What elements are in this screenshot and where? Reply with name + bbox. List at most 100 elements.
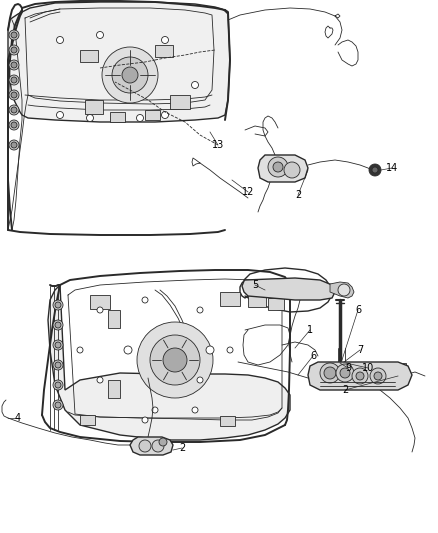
Circle shape xyxy=(320,363,340,383)
Bar xyxy=(108,380,120,398)
Bar xyxy=(80,50,98,62)
Circle shape xyxy=(53,400,63,410)
Circle shape xyxy=(53,360,63,370)
Circle shape xyxy=(55,342,61,348)
Polygon shape xyxy=(242,278,335,300)
Circle shape xyxy=(162,111,169,118)
Polygon shape xyxy=(130,437,173,455)
Circle shape xyxy=(97,377,103,383)
Circle shape xyxy=(11,107,17,113)
Circle shape xyxy=(340,368,350,378)
Circle shape xyxy=(9,105,19,115)
Bar xyxy=(248,295,266,307)
Bar xyxy=(90,295,110,309)
Circle shape xyxy=(372,167,378,173)
Polygon shape xyxy=(258,155,308,182)
Circle shape xyxy=(197,307,203,313)
Text: 1: 1 xyxy=(307,325,313,335)
Circle shape xyxy=(124,346,132,354)
Text: 13: 13 xyxy=(212,140,224,150)
Polygon shape xyxy=(308,362,412,390)
Circle shape xyxy=(9,120,19,130)
Circle shape xyxy=(197,377,203,383)
Circle shape xyxy=(11,32,17,38)
Circle shape xyxy=(9,60,19,70)
Circle shape xyxy=(86,115,93,122)
Polygon shape xyxy=(8,2,230,122)
Text: 6: 6 xyxy=(355,305,361,315)
Bar xyxy=(155,45,173,57)
Circle shape xyxy=(273,162,283,172)
Circle shape xyxy=(122,67,138,83)
Text: 2: 2 xyxy=(179,443,185,453)
Circle shape xyxy=(163,348,187,372)
Circle shape xyxy=(97,307,103,313)
Circle shape xyxy=(9,30,19,40)
Circle shape xyxy=(57,111,64,118)
Circle shape xyxy=(162,36,169,44)
Text: 9: 9 xyxy=(345,363,351,373)
Circle shape xyxy=(192,407,198,413)
Circle shape xyxy=(227,347,233,353)
Bar xyxy=(170,95,190,109)
Circle shape xyxy=(159,438,167,446)
Bar xyxy=(268,298,284,310)
Circle shape xyxy=(142,417,148,423)
Circle shape xyxy=(356,372,364,380)
Bar xyxy=(318,363,406,375)
Circle shape xyxy=(96,31,103,38)
Circle shape xyxy=(152,407,158,413)
Text: 6: 6 xyxy=(310,351,316,361)
Circle shape xyxy=(77,347,83,353)
Bar xyxy=(145,110,160,120)
Circle shape xyxy=(53,340,63,350)
Circle shape xyxy=(370,368,386,384)
Circle shape xyxy=(55,402,61,408)
Circle shape xyxy=(142,297,148,303)
Circle shape xyxy=(137,322,213,398)
Circle shape xyxy=(11,77,17,83)
Text: 2: 2 xyxy=(295,190,301,200)
Circle shape xyxy=(11,142,17,148)
Text: 12: 12 xyxy=(242,187,254,197)
Bar xyxy=(110,112,125,122)
Circle shape xyxy=(102,47,158,103)
Circle shape xyxy=(324,367,336,379)
Text: 14: 14 xyxy=(386,163,398,173)
Circle shape xyxy=(150,335,200,385)
Text: 10: 10 xyxy=(362,363,374,373)
Circle shape xyxy=(11,92,17,98)
Polygon shape xyxy=(115,78,135,92)
Circle shape xyxy=(53,380,63,390)
Circle shape xyxy=(55,382,61,388)
Circle shape xyxy=(57,36,64,44)
Circle shape xyxy=(191,82,198,88)
Text: 2: 2 xyxy=(342,385,348,395)
Polygon shape xyxy=(48,285,290,440)
Text: 5: 5 xyxy=(252,280,258,290)
Circle shape xyxy=(9,140,19,150)
Circle shape xyxy=(152,440,164,452)
Circle shape xyxy=(53,320,63,330)
Circle shape xyxy=(11,47,17,53)
Circle shape xyxy=(284,162,300,178)
Circle shape xyxy=(53,300,63,310)
Circle shape xyxy=(55,362,61,368)
Circle shape xyxy=(369,164,381,176)
Circle shape xyxy=(9,75,19,85)
Bar xyxy=(220,416,235,426)
Circle shape xyxy=(11,62,17,68)
Bar xyxy=(108,310,120,328)
Circle shape xyxy=(374,372,382,380)
Circle shape xyxy=(55,322,61,328)
Bar xyxy=(80,415,95,425)
Circle shape xyxy=(336,364,354,382)
Circle shape xyxy=(139,440,151,452)
Text: 4: 4 xyxy=(15,413,21,423)
Circle shape xyxy=(55,302,61,308)
Circle shape xyxy=(268,157,288,177)
Circle shape xyxy=(137,115,144,122)
Circle shape xyxy=(112,57,148,93)
Circle shape xyxy=(9,45,19,55)
Bar xyxy=(220,292,240,306)
